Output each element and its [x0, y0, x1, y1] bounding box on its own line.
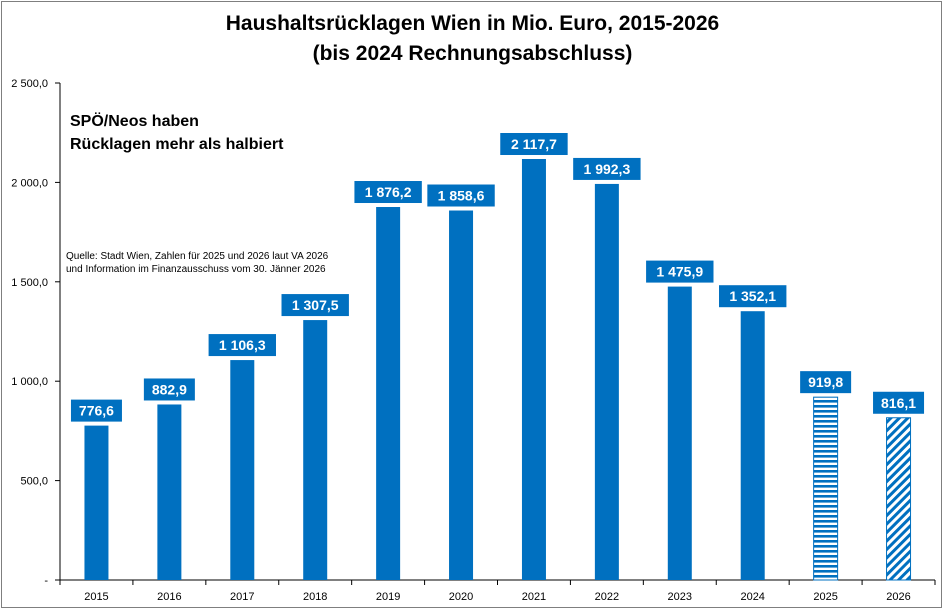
bar-2023 — [667, 286, 692, 580]
data-label-box — [500, 133, 568, 156]
data-label-box — [281, 294, 349, 317]
data-label-box — [800, 371, 852, 394]
y-tick-label: 500,0 — [20, 476, 48, 488]
data-label: 1 992,3 — [584, 161, 631, 177]
data-label-box — [719, 285, 787, 308]
x-tick-label: 2022 — [595, 591, 619, 603]
x-tick-label: 2021 — [522, 591, 546, 603]
y-tick-label: - — [44, 575, 48, 587]
data-label-box — [873, 391, 925, 414]
annotation-line-1: SPÖ/Neos haben — [70, 113, 199, 130]
source-line-1: Quelle: Stadt Wien, Zahlen für 2025 und … — [66, 251, 329, 262]
bar-2017 — [230, 360, 255, 580]
x-tick-label: 2024 — [740, 591, 764, 603]
data-label-box — [646, 260, 714, 283]
data-label: 1 876,2 — [365, 184, 412, 200]
chart-title: Haushaltsrücklagen Wien in Mio. Euro, 20… — [225, 12, 720, 35]
data-label-box — [354, 181, 422, 204]
chart-subtitle: (bis 2024 Rechnungsabschluss) — [312, 42, 633, 65]
y-tick-label: 2 000,0 — [11, 177, 48, 189]
data-label: 1 307,5 — [292, 297, 339, 313]
source-line-2: und Information im Finanzausschuss vom 3… — [66, 264, 326, 275]
bar-2021 — [521, 159, 546, 581]
data-label: 2 117,7 — [511, 136, 557, 152]
x-tick-label: 2026 — [886, 591, 910, 603]
data-label: 1 475,9 — [656, 264, 703, 280]
data-label-box — [573, 157, 641, 180]
data-label: 882,9 — [152, 381, 187, 397]
data-label-box — [143, 378, 195, 401]
data-label-box — [208, 334, 276, 357]
y-tick-label: 1 500,0 — [11, 277, 48, 289]
x-tick-label: 2016 — [157, 591, 181, 603]
bar-2015 — [84, 425, 109, 580]
data-label: 1 352,1 — [729, 288, 776, 304]
y-tick-label: 2 500,0 — [11, 78, 48, 90]
annotation-line-2: Rücklagen mehr als halbiert — [70, 136, 284, 153]
x-tick-label: 2020 — [449, 591, 473, 603]
x-tick-label: 2015 — [84, 591, 108, 603]
bar-2026 — [886, 417, 912, 581]
data-label-box — [427, 184, 495, 207]
y-tick-label: 1 000,0 — [11, 376, 48, 388]
data-label: 1 858,6 — [438, 188, 485, 204]
bar-2020 — [449, 210, 474, 580]
x-tick-label: 2023 — [668, 591, 692, 603]
bar-2025 — [813, 396, 839, 581]
x-tick-label: 2019 — [376, 591, 400, 603]
data-label: 816,1 — [881, 395, 916, 411]
data-label: 1 106,3 — [219, 337, 266, 353]
x-tick-label: 2017 — [230, 591, 254, 603]
bar-2016 — [157, 404, 182, 580]
data-label: 919,8 — [808, 374, 843, 390]
data-label: 776,6 — [79, 403, 114, 419]
bar-2018 — [303, 320, 328, 580]
bar-2022 — [594, 183, 619, 580]
bar-2024 — [740, 311, 765, 580]
bar-2019 — [376, 207, 401, 580]
data-label-box — [70, 399, 122, 422]
x-tick-label: 2018 — [303, 591, 327, 603]
x-tick-label: 2025 — [813, 591, 837, 603]
